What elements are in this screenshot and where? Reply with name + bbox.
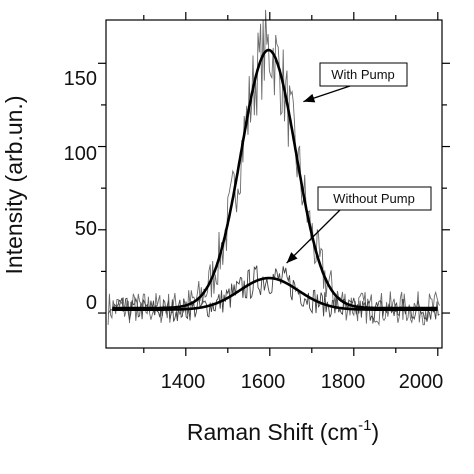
callout-with-pump-box bbox=[319, 62, 408, 87]
series-fit-without-pump bbox=[112, 276, 438, 311]
callout-without-pump-box bbox=[317, 186, 432, 211]
x-axis-title-suffix: ) bbox=[371, 419, 379, 445]
y-tick-label-150: 150 bbox=[64, 68, 97, 90]
series-fit-with-pump bbox=[112, 48, 438, 310]
callout-without-pump-arrowhead bbox=[286, 252, 298, 264]
y-tick-label-100: 100 bbox=[64, 143, 97, 165]
fitted-curves bbox=[112, 48, 438, 311]
y-axis-title: Intensity (arb.un.) bbox=[1, 96, 27, 275]
callout-with-pump-label: With Pump bbox=[331, 67, 395, 82]
x-tick-label-1600: 1600 bbox=[241, 371, 286, 393]
callout-without-pump-arrow bbox=[286, 209, 341, 264]
x-axis-title: Raman Shift (cm-1) bbox=[187, 417, 379, 445]
x-tick-label-1400: 1400 bbox=[161, 371, 206, 393]
x-axis-title-main: Raman Shift (cm bbox=[187, 419, 358, 445]
y-tick-label-0: 0 bbox=[86, 292, 97, 314]
axis-ticks bbox=[98, 12, 450, 356]
plot-frame bbox=[105, 19, 443, 349]
x-tick-label-2000: 2000 bbox=[399, 371, 444, 393]
x-axis-title-superscript: -1 bbox=[358, 417, 371, 434]
x-tick-label-1800: 1800 bbox=[321, 371, 366, 393]
callout-without-pump: Without Pump bbox=[286, 186, 432, 264]
callout-with-pump-arrowhead bbox=[303, 93, 316, 103]
y-tick-label-50: 50 bbox=[75, 218, 97, 240]
callout-without-pump-label: Without Pump bbox=[333, 191, 415, 206]
callout-with-pump: With Pump bbox=[303, 62, 408, 103]
